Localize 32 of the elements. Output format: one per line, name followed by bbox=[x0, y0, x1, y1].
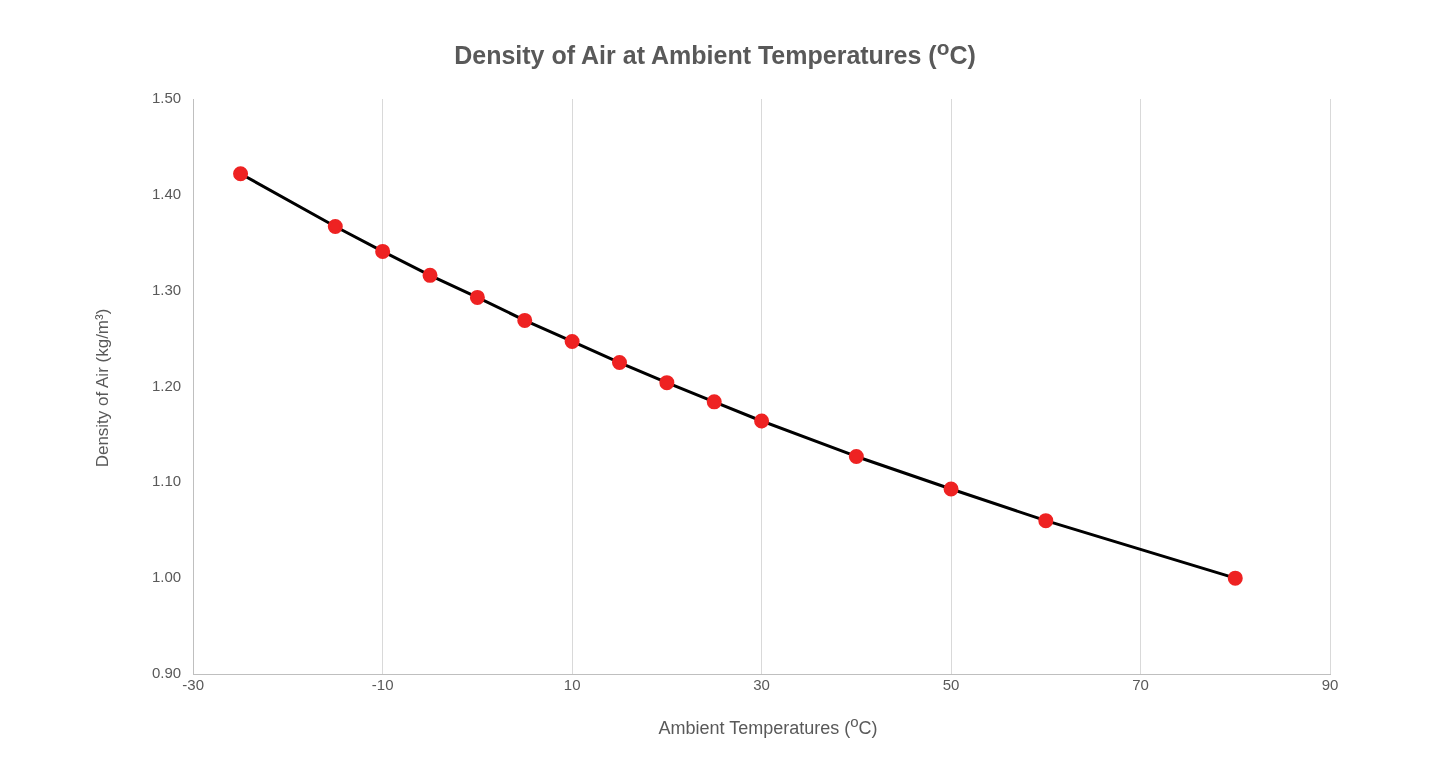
y-tick-label: 0.90 bbox=[151, 664, 182, 682]
x-tick-label: 90 bbox=[1321, 676, 1339, 694]
point bbox=[612, 355, 627, 371]
point bbox=[327, 218, 343, 234]
y-tick-label: 1.30 bbox=[151, 280, 182, 298]
chart-title: Density of Air at Ambient Temperatures ($^{o}$C) bbox=[453, 36, 977, 71]
y-axis-title: Density of Air (kg/m³) bbox=[93, 308, 113, 468]
point bbox=[1227, 570, 1243, 586]
x-tick-label: 50 bbox=[942, 676, 960, 694]
point bbox=[1038, 513, 1054, 529]
y-tick-label: 1.50 bbox=[151, 89, 182, 107]
point bbox=[659, 375, 675, 391]
point bbox=[848, 448, 864, 464]
x-axis-title: Ambient Temperatures ($^{o}$C) bbox=[657, 713, 879, 739]
point bbox=[422, 267, 438, 283]
point bbox=[517, 312, 533, 328]
point bbox=[375, 243, 391, 259]
point bbox=[754, 413, 770, 429]
point bbox=[233, 166, 249, 182]
y-tick-label: 1.00 bbox=[151, 568, 182, 586]
point bbox=[564, 333, 580, 349]
x-tick-label: 10 bbox=[563, 676, 581, 694]
y-tick-label: 1.20 bbox=[151, 376, 182, 394]
y-tick-label: 1.10 bbox=[151, 472, 182, 490]
x-tick-label: -10 bbox=[371, 676, 394, 694]
x-tick-label: -30 bbox=[182, 676, 205, 694]
x-tick-label: 70 bbox=[1132, 676, 1149, 694]
point bbox=[469, 289, 485, 305]
x-tick-label: 30 bbox=[753, 676, 770, 694]
point bbox=[943, 481, 959, 497]
y-tick-label: 1.40 bbox=[151, 184, 182, 202]
point bbox=[706, 394, 722, 410]
